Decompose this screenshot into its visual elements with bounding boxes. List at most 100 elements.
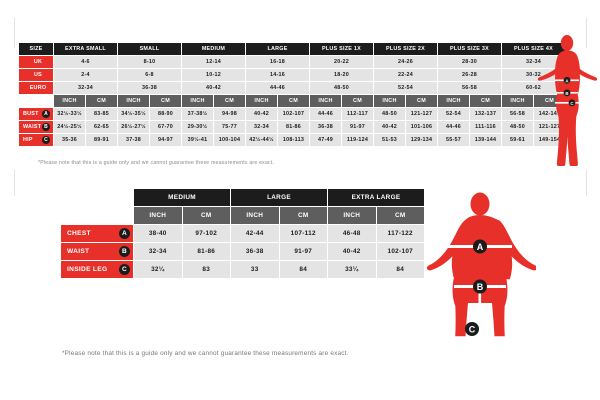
womens-measure-cell: 32-34 [246, 121, 277, 133]
womens-unit-header-cell: CM [278, 95, 309, 107]
womens-size-cell: 18-20 [310, 69, 373, 81]
womens-measure-cell: 55-57 [438, 134, 469, 146]
mens-measure-row-label: WAIST B [61, 243, 133, 260]
womens-measure-cell: 89-91 [86, 134, 117, 146]
womens-measure-row-label: HIP C [19, 134, 53, 146]
mens-size-column-header: MEDIUM [134, 189, 230, 206]
svg-text:C: C [570, 101, 574, 106]
womens-measure-cell: 37-38 [118, 134, 149, 146]
mens-unit-header-cell: INCH [134, 207, 182, 224]
womens-size-cell: 40-42 [182, 82, 245, 94]
mens-measure-cell: 42-44 [231, 225, 279, 242]
womens-measure-row-label: WAIST B [19, 121, 53, 133]
mens-measure-cell: 91-97 [279, 243, 327, 260]
mens-table-grid: MEDIUM LARGE EXTRA LARGE INCH CM INCH CM INCH CM… [60, 188, 425, 279]
womens-measure-cell: 59-61 [502, 134, 533, 146]
womens-size-cell: 2-4 [54, 69, 117, 81]
womens-measure-cell: 112-117 [342, 108, 373, 120]
womens-measure-cell: 94-97 [150, 134, 181, 146]
womens-measure-cell: 26½-27½ [118, 121, 149, 133]
crop-guide-mark [586, 18, 587, 48]
womens-size-header-cell: SIZE [19, 43, 53, 55]
mens-measure-label-text: WAIST [67, 248, 90, 255]
womens-unit-header-cell: INCH [118, 95, 149, 107]
crop-guide-mark [586, 170, 587, 196]
womens-measure-cell: 48-50 [374, 108, 405, 120]
mens-measure-cell: 117-122 [376, 225, 424, 242]
womens-measure-cell: 111-116 [470, 121, 501, 133]
marker-badge-c: C [465, 322, 479, 336]
womens-unit-header-cell: INCH [246, 95, 277, 107]
womens-size-row: US 2-4 6-8 10-12 14-16 18-20 22-24 26-28 30-32 [19, 69, 565, 81]
womens-size-cell: 24-26 [374, 56, 437, 68]
mens-measure-cell: 40-42 [328, 243, 376, 260]
womens-size-cell: 10-12 [182, 69, 245, 81]
womens-size-cell: 28-30 [438, 56, 501, 68]
mens-measure-cell: 84 [376, 261, 424, 278]
mens-measure-cell: 84 [279, 261, 327, 278]
womens-unit-header-spacer [19, 95, 53, 107]
mens-measure-label-text: CHEST [67, 230, 91, 237]
mens-table-note: *Please note that this is a guide only a… [62, 350, 349, 357]
marker-badge-c: C [568, 99, 576, 107]
womens-size-cell: 56-58 [438, 82, 501, 94]
womens-measure-cell: 102-107 [278, 108, 309, 120]
male-body-silhouette: A B C [424, 192, 536, 337]
womens-size-cell: 14-16 [246, 69, 309, 81]
womens-size-cell: 12-14 [182, 56, 245, 68]
womens-size-column-header: LARGE [246, 43, 309, 55]
womens-size-cell: 4-6 [54, 56, 117, 68]
womens-unit-header-cell: INCH [438, 95, 469, 107]
womens-table-note: *Please note that this is a guide only a… [38, 160, 275, 166]
womens-size-column-header: PLUS SIZE 4X [502, 43, 565, 55]
mens-header-spacer [61, 189, 133, 206]
mens-measure-cell: 81-86 [182, 243, 230, 260]
womens-unit-header-cell: CM [342, 95, 373, 107]
mens-unit-header-cell: CM [279, 207, 327, 224]
womens-size-column-header: PLUS SIZE 3X [438, 43, 501, 55]
womens-size-row-label: EURO [19, 82, 53, 94]
mens-measure-row: INSIDE LEG C 32¼ 83 33 84 33¼ 84 [61, 261, 424, 278]
womens-size-cell: 48-50 [310, 82, 373, 94]
marker-badge-b: B [473, 279, 487, 294]
womens-measure-cell: 48-50 [502, 121, 533, 133]
mens-measure-cell: 38-40 [134, 225, 182, 242]
womens-measure-cell: 40-42 [246, 108, 277, 120]
womens-measure-cell: 35-36 [54, 134, 85, 146]
womens-size-row: UK 4-6 8-10 12-14 16-18 20-22 24-26 28-30 32-34 [19, 56, 565, 68]
womens-size-cell: 22-24 [374, 69, 437, 81]
womens-measure-cell: 81-86 [278, 121, 309, 133]
womens-measure-row: BUST A 32½-33½ 83-85 34½-35½ 88-90 37-38½ 94-98… [19, 108, 565, 120]
womens-measure-cell: 29-30½ [182, 121, 213, 133]
womens-measure-cell: 121-127 [534, 121, 565, 133]
womens-measure-cell: 129-134 [406, 134, 437, 146]
womens-size-cell: 20-22 [310, 56, 373, 68]
mens-measure-cell: 36-38 [231, 243, 279, 260]
womens-size-column-header: PLUS SIZE 1X [310, 43, 373, 55]
crop-guide-mark [14, 18, 15, 48]
mens-size-column-header: EXTRA LARGE [328, 189, 424, 206]
womens-measure-row: HIP C 35-36 89-91 37-38 94-97 39½-41 100-104 42½… [19, 134, 565, 146]
mens-size-header-row: MEDIUM LARGE EXTRA LARGE [61, 189, 424, 206]
female-body-silhouette: A B C [536, 34, 598, 166]
womens-unit-header-cell: CM [470, 95, 501, 107]
mens-unit-header-cell: CM [182, 207, 230, 224]
womens-measure-cell: 47-49 [310, 134, 341, 146]
womens-size-row-label: US [19, 69, 53, 81]
womens-measure-cell: 88-90 [150, 108, 181, 120]
womens-measure-cell: 52-54 [438, 108, 469, 120]
svg-text:C: C [469, 325, 476, 335]
womens-measure-cell: 24½-25½ [54, 121, 85, 133]
womens-size-cell: 30-32 [502, 69, 565, 81]
measure-line-inside-leg [478, 289, 482, 335]
womens-measure-cell: 132-137 [470, 108, 501, 120]
womens-unit-header-cell: INCH [310, 95, 341, 107]
womens-size-cell: 44-46 [246, 82, 309, 94]
mens-measure-row-label: CHEST A [61, 225, 133, 242]
mens-measure-cell: 102-107 [376, 243, 424, 260]
womens-measure-cell: 100-104 [214, 134, 245, 146]
womens-size-column-header: PLUS SIZE 2X [374, 43, 437, 55]
mens-size-column-header: LARGE [231, 189, 327, 206]
measure-badge-c-icon: C [42, 136, 50, 144]
